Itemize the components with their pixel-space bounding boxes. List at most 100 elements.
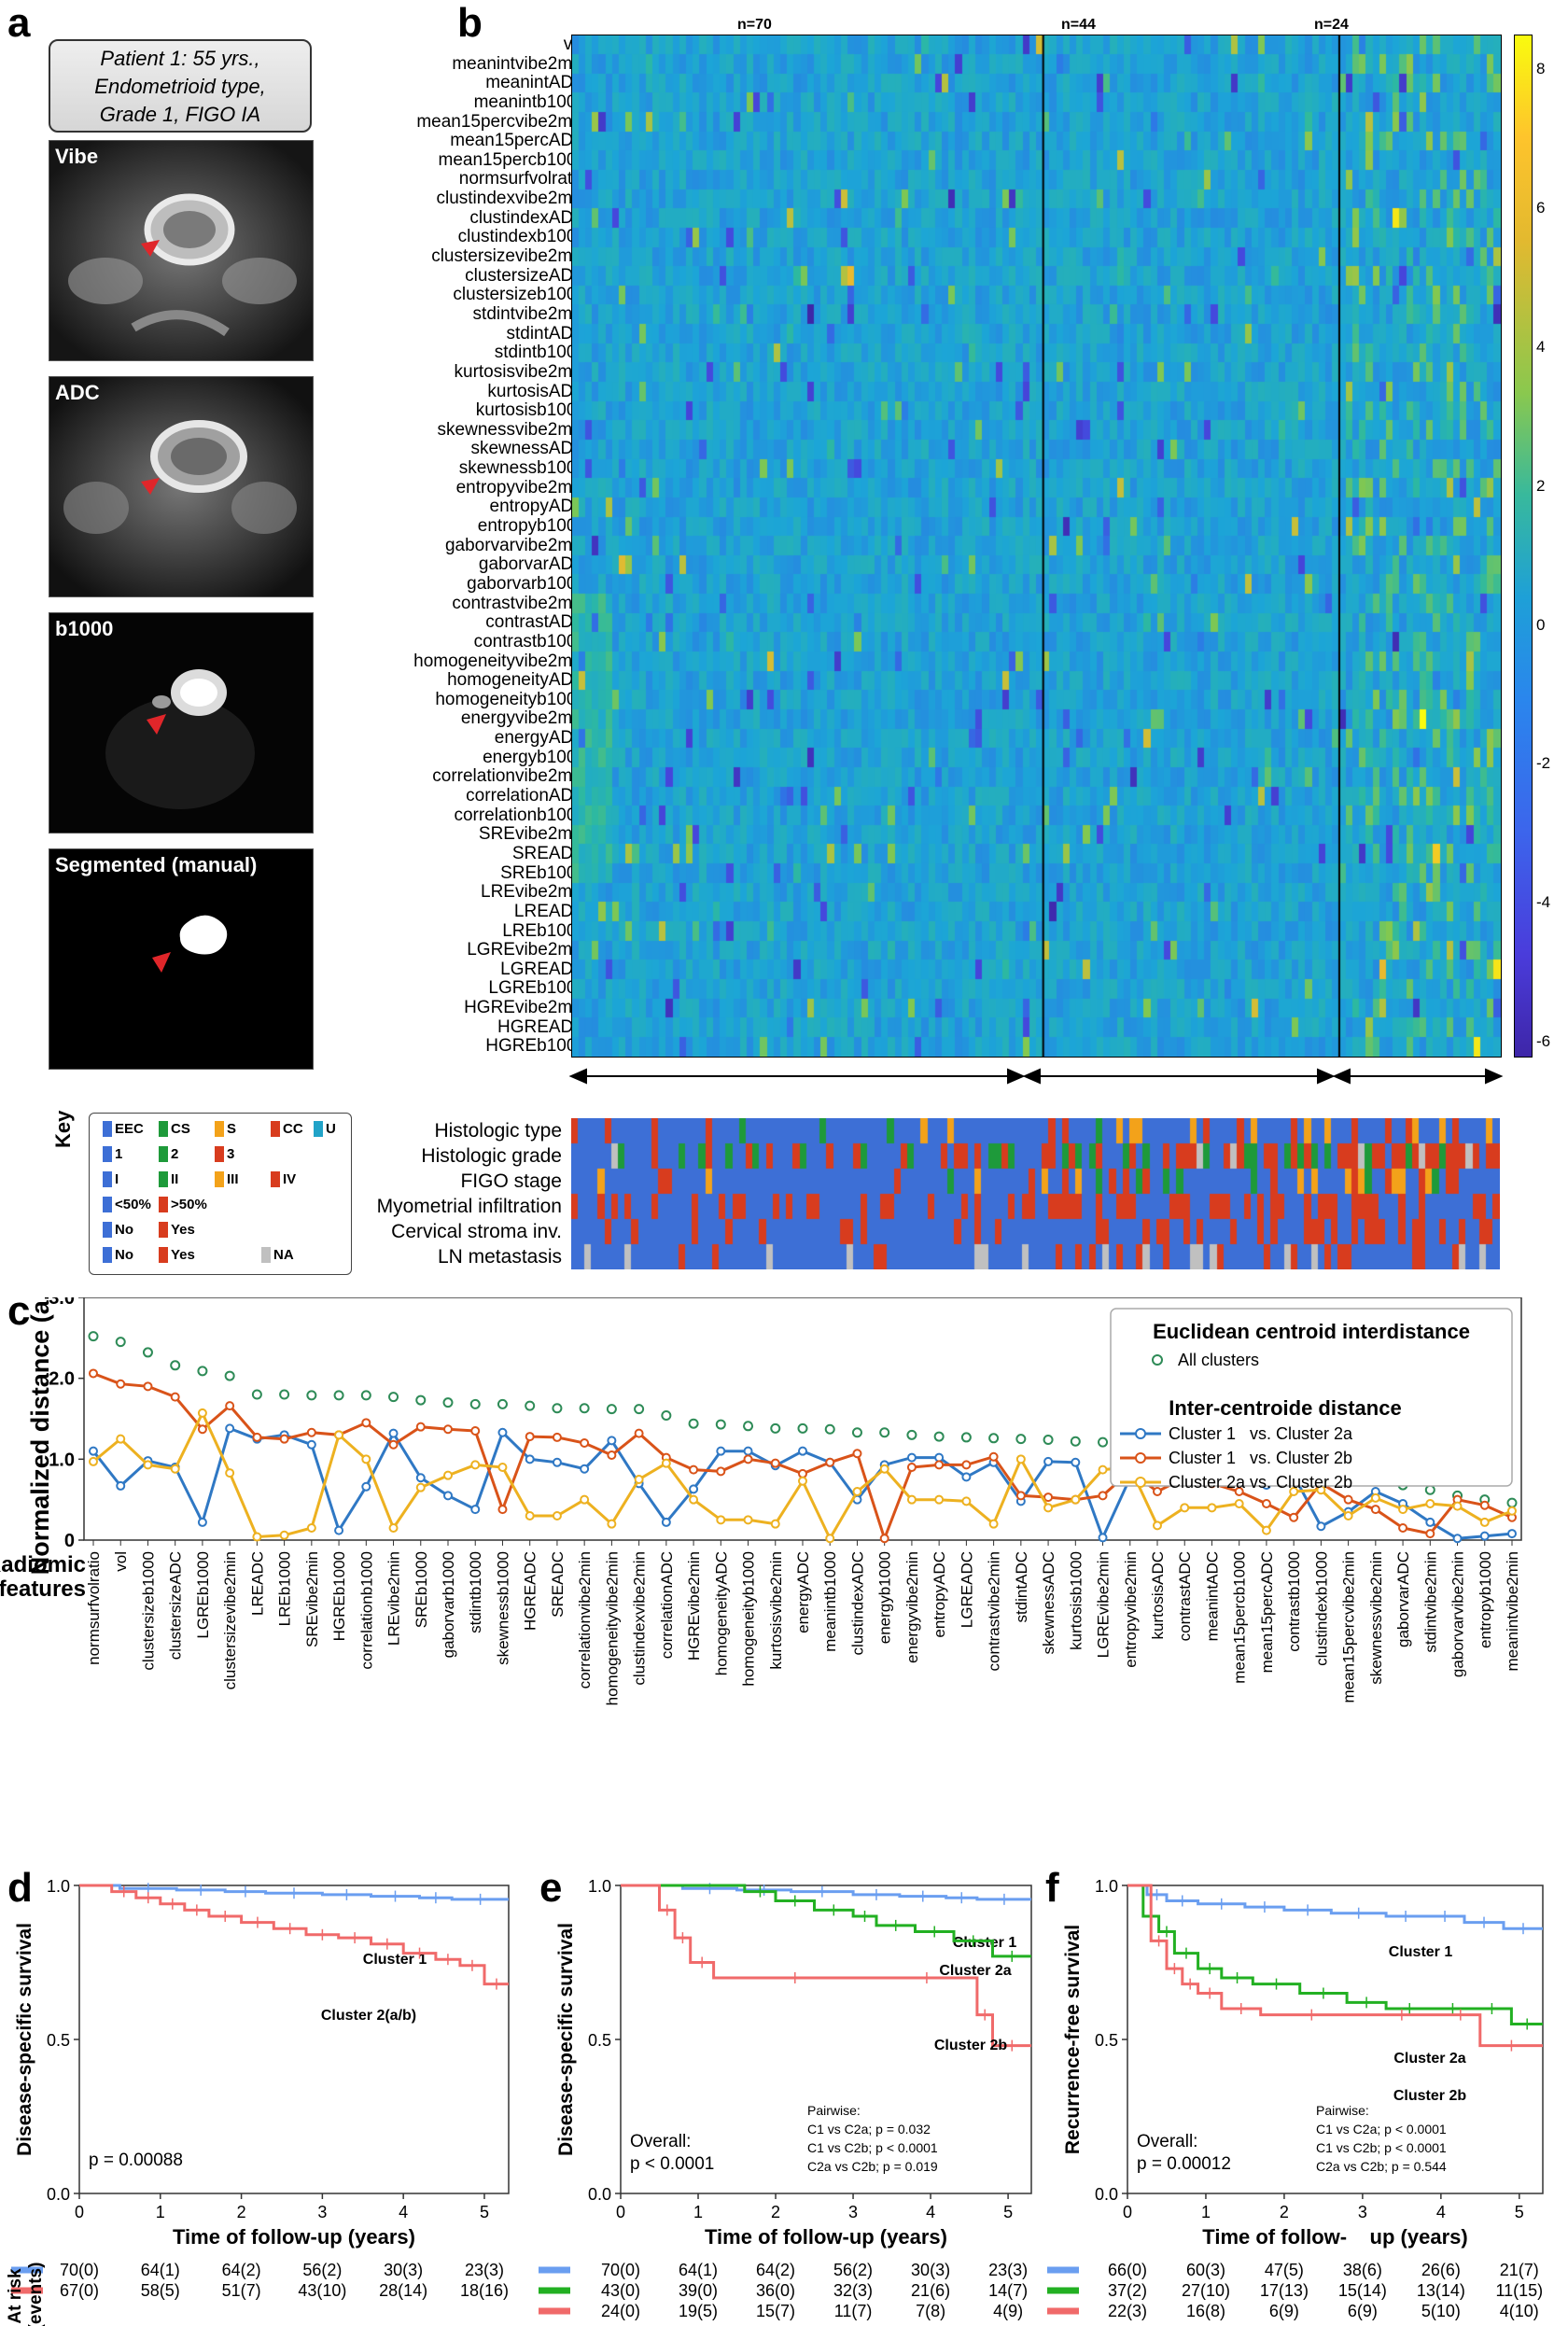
at-risk-cell: 38(6) xyxy=(1343,2261,1382,2279)
data-point xyxy=(851,1427,862,1438)
key-item: 1 xyxy=(103,1146,122,1162)
feature-label: clustindexvibe2min xyxy=(436,189,586,209)
key-item: Yes xyxy=(159,1222,195,1238)
data-point xyxy=(1479,1517,1490,1527)
cluster-span-arrows xyxy=(568,1068,1504,1085)
mri-adc-drawing xyxy=(49,377,313,596)
data-point xyxy=(1098,1464,1108,1475)
data-point xyxy=(634,1475,644,1484)
key-swatch xyxy=(215,1146,224,1162)
data-point xyxy=(988,1519,999,1529)
arrowhead-icon xyxy=(141,240,160,257)
data-point xyxy=(525,1432,535,1442)
data-point xyxy=(88,1331,99,1342)
mri-b1000-drawing xyxy=(49,613,313,833)
key-item: Yes xyxy=(159,1247,195,1263)
annotation-row-label: Myometrial infiltration xyxy=(376,1196,562,1217)
km-curve xyxy=(1127,1884,1543,2048)
arrowhead-icon xyxy=(141,478,160,495)
overall-label: Overall: xyxy=(630,2132,691,2151)
data-point xyxy=(824,1423,835,1435)
data-point xyxy=(388,1428,399,1438)
feature-label: kurtosisb1000 xyxy=(475,400,586,421)
mri-segmented-drawing xyxy=(49,849,313,1069)
key-label: No xyxy=(115,1247,133,1263)
feature-label: gaborvarb1000 xyxy=(467,573,586,594)
key-item: >50% xyxy=(159,1197,207,1212)
legend-frame xyxy=(1110,1308,1513,1487)
x-tick-label: meanintb1000 xyxy=(821,1551,839,1652)
curve-label: Cluster 1 xyxy=(953,1935,1017,1951)
data-point xyxy=(1015,1454,1026,1464)
key-label: II xyxy=(171,1171,179,1187)
x-tick-label: gaborvarADC xyxy=(1394,1551,1412,1647)
mri-label-adc: ADC xyxy=(55,381,100,404)
at-risk-cell: 26(6) xyxy=(1421,2261,1461,2279)
data-point xyxy=(770,1458,780,1468)
key-item: I xyxy=(103,1171,119,1187)
data-point xyxy=(170,1392,180,1402)
data-point xyxy=(661,1458,671,1468)
at-risk-cell: 7(8) xyxy=(916,2302,945,2320)
data-point xyxy=(661,1410,672,1422)
feature-label: meanintvibe2min xyxy=(452,53,586,74)
data-point xyxy=(1425,1529,1435,1539)
at-risk-cell: 43(10) xyxy=(298,2281,346,2300)
key-label: 1 xyxy=(115,1146,123,1162)
data-point xyxy=(1316,1521,1326,1532)
data-point xyxy=(1479,1531,1490,1541)
y-axis-label: Recurrence-free survival xyxy=(1062,1925,1084,2154)
legend-marker xyxy=(1135,1477,1146,1488)
x-tick-label: stdintvibe2min xyxy=(1421,1551,1439,1653)
feature-label: entropyADC xyxy=(489,497,587,517)
data-point xyxy=(442,1397,454,1408)
data-point xyxy=(497,1505,508,1515)
x-tick-label: 2 xyxy=(237,2203,246,2221)
data-point xyxy=(661,1517,671,1527)
data-point xyxy=(89,1446,98,1456)
x-tick-label: homogeneityb1000 xyxy=(740,1551,758,1687)
x-tick-label: 0 xyxy=(1123,2203,1132,2221)
x-tick-label: correlationb1000 xyxy=(357,1551,375,1670)
data-point xyxy=(1015,1491,1026,1501)
data-point xyxy=(607,1450,617,1460)
feature-label: LREvibe2min xyxy=(481,882,586,903)
data-point xyxy=(415,1394,427,1406)
data-point xyxy=(443,1491,453,1501)
feature-label: correlationb1000 xyxy=(454,805,586,825)
data-point xyxy=(388,1523,399,1533)
feature-label: entropyvibe2min xyxy=(455,477,586,497)
x-tick-label: LGREb1000 xyxy=(194,1551,212,1639)
at-risk-cell: 58(5) xyxy=(141,2281,180,2300)
legend-marker xyxy=(1135,1452,1146,1464)
patient-line-2: Endometrioid type, xyxy=(94,75,266,98)
x-tick-label: meanintADC xyxy=(1203,1551,1221,1641)
at-risk-cell: 27(10) xyxy=(1182,2281,1230,2300)
data-point xyxy=(251,1389,262,1400)
colorbar-tick: 2 xyxy=(1536,476,1546,495)
curve-label: Cluster 2b xyxy=(934,2038,1007,2053)
feature-label: energyADC xyxy=(494,728,586,749)
key-item: S xyxy=(215,1121,236,1137)
x-tick-label: vol xyxy=(112,1551,130,1572)
at-risk-cell: 30(3) xyxy=(384,2261,423,2279)
data-point xyxy=(1452,1501,1463,1511)
data-point xyxy=(334,1525,344,1535)
feature-label: energyvibe2min xyxy=(460,708,586,729)
data-point xyxy=(361,1481,371,1492)
key-swatch xyxy=(271,1171,280,1187)
data-point xyxy=(142,1347,153,1358)
data-point xyxy=(89,1456,98,1466)
mri-b1000-image: b1000 xyxy=(49,612,314,834)
x-tick-label: HGREvibe2min xyxy=(685,1551,703,1660)
key-item: IV xyxy=(271,1171,296,1187)
data-point xyxy=(1370,1492,1380,1503)
y-tick-label: 1.0 xyxy=(49,1450,75,1470)
key-swatch xyxy=(103,1197,112,1212)
pairwise-line: C1 vs C2b; p < 0.0001 xyxy=(1316,2140,1447,2155)
at-risk-cell: 60(3) xyxy=(1186,2261,1225,2279)
at-risk-cell: 6(9) xyxy=(1269,2302,1299,2320)
legend-label: Cluster 2a vs. Cluster 2b xyxy=(1169,1473,1352,1492)
data-point xyxy=(634,1404,645,1415)
at-risk-cell: 51(7) xyxy=(222,2281,261,2300)
